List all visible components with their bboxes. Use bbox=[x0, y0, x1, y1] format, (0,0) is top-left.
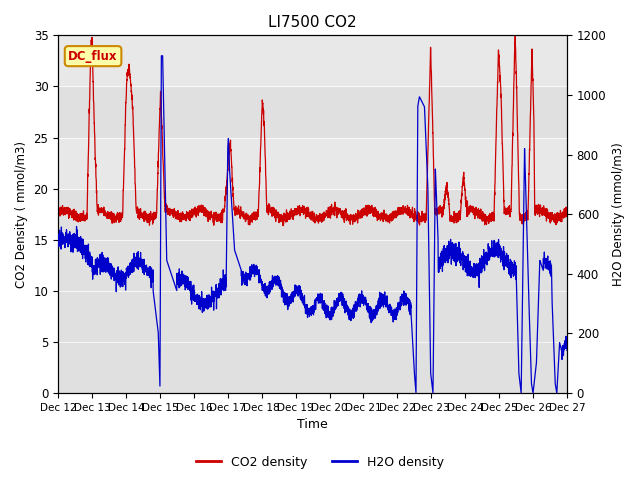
Y-axis label: H2O Density (mmol/m3): H2O Density (mmol/m3) bbox=[612, 143, 625, 286]
Y-axis label: CO2 Density ( mmol/m3): CO2 Density ( mmol/m3) bbox=[15, 141, 28, 288]
X-axis label: Time: Time bbox=[297, 419, 328, 432]
Text: DC_flux: DC_flux bbox=[68, 49, 118, 63]
Bar bbox=[58, 138, 567, 189]
Legend: CO2 density, H2O density: CO2 density, H2O density bbox=[191, 451, 449, 474]
Title: LI7500 CO2: LI7500 CO2 bbox=[268, 15, 357, 30]
Bar bbox=[58, 36, 567, 86]
